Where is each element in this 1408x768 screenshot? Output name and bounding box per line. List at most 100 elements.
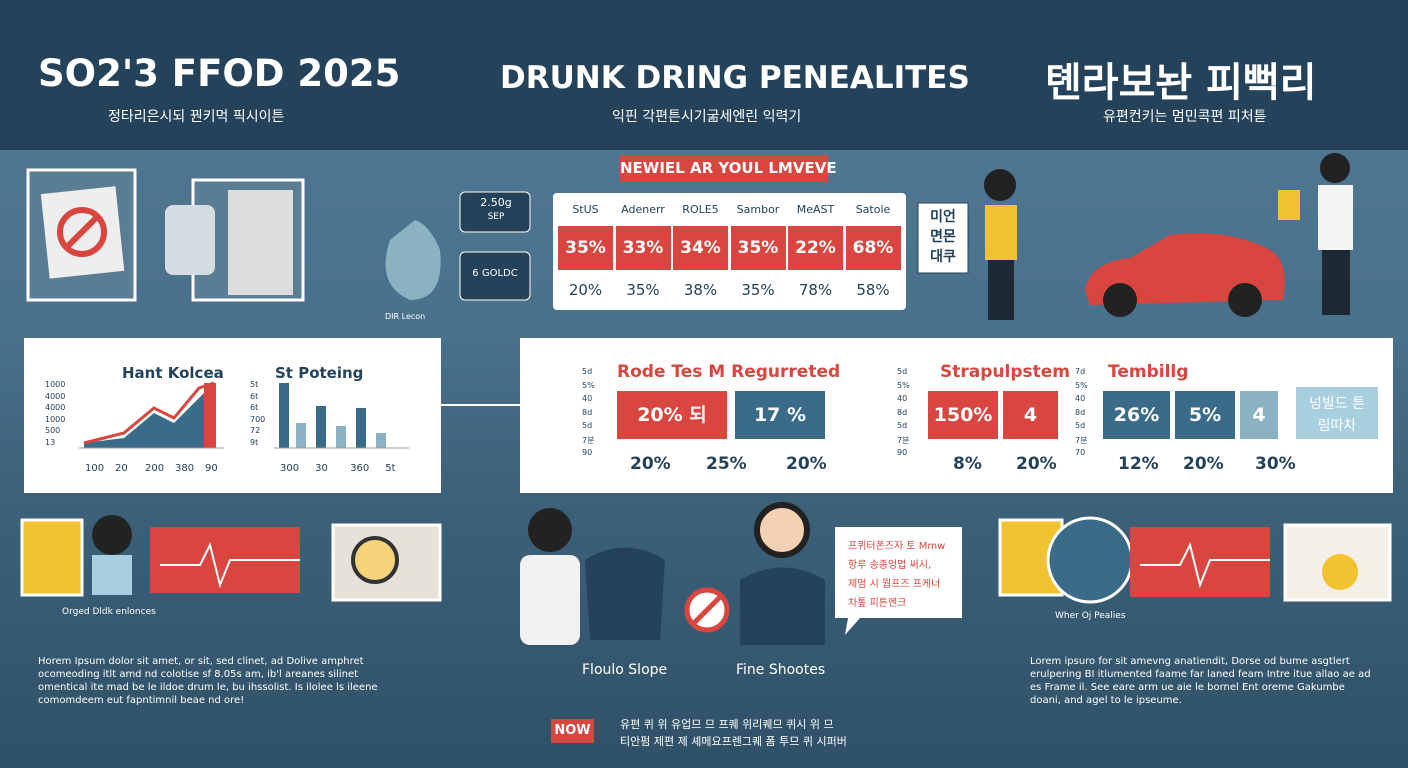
table-cell: 58% bbox=[856, 281, 890, 299]
side-label: 8d bbox=[1075, 407, 1086, 417]
center-title: DRUNK DRING PENEALITES bbox=[500, 60, 970, 96]
ecg-line bbox=[1140, 542, 1270, 589]
value-box: 5% bbox=[1175, 391, 1235, 439]
side-label: 40 bbox=[1075, 394, 1086, 403]
sign-board bbox=[917, 202, 969, 274]
value-text: 20% bbox=[786, 454, 827, 474]
area-shape bbox=[84, 383, 214, 448]
table-cell: 78% bbox=[798, 281, 833, 299]
coin bbox=[1322, 554, 1358, 590]
person-head bbox=[984, 169, 1016, 201]
car-wheel bbox=[1103, 283, 1137, 317]
section-title: Rode Tes M Regurreted bbox=[617, 362, 841, 382]
table-header: Satole bbox=[855, 203, 891, 216]
side-label: 70 bbox=[1075, 448, 1086, 457]
bubble-line: 프퀴터폰즈자 토 Mmw bbox=[848, 541, 946, 552]
side-box-text: 림따차 bbox=[1317, 418, 1357, 434]
section-title: Strapulpstem bbox=[940, 362, 1070, 382]
side-label: 5d bbox=[1075, 421, 1086, 430]
value-text: 30% bbox=[1255, 454, 1296, 474]
x-label: 5t bbox=[385, 463, 396, 474]
woman-body bbox=[520, 555, 580, 645]
woman-head bbox=[92, 515, 132, 555]
value-box: 4 bbox=[1240, 391, 1278, 439]
bubble-text: 프퀴터폰즈자 토 Mmw 항루 송종엉멉 써시, 제멈 시 뭡프즈 프케너 차톺 피튼… bbox=[848, 537, 945, 613]
value-box: 26% bbox=[1103, 391, 1170, 439]
highlight-bar bbox=[204, 383, 216, 448]
sign-text: 미언 면몬 대쿠 bbox=[918, 207, 968, 267]
table-cell: 20% bbox=[568, 281, 603, 299]
table-cell: 35% bbox=[730, 226, 786, 270]
x-label: 360 bbox=[350, 463, 370, 474]
bar-shape bbox=[356, 408, 366, 448]
badge-text: 6 GOLDC bbox=[472, 268, 518, 279]
footer-tag: NOW bbox=[551, 719, 594, 743]
bag-caption: DIR Lecon bbox=[385, 312, 426, 321]
bar-shape bbox=[336, 426, 346, 448]
side-label: 90 bbox=[897, 448, 908, 457]
bubble-line: 제멈 시 뭡프즈 프케너 bbox=[848, 579, 941, 590]
badge-text: 2.50g bbox=[480, 196, 512, 209]
bag bbox=[385, 220, 441, 300]
table-cell: 68% bbox=[845, 226, 901, 270]
person-body bbox=[985, 205, 1017, 260]
badge-subtext: SEP bbox=[487, 212, 505, 222]
x-label: 100 bbox=[85, 463, 105, 474]
left-caption: Orged Dldk enlonces bbox=[62, 607, 156, 617]
bar-shape bbox=[296, 423, 306, 448]
liver-circle bbox=[1046, 516, 1134, 604]
right-caption: Wher Oj Pealies bbox=[1055, 611, 1126, 621]
x-label: 20 bbox=[115, 463, 128, 474]
no-car-bar bbox=[691, 594, 723, 626]
table-cell: 22% bbox=[788, 226, 843, 270]
value-box: 20% 되 bbox=[617, 391, 727, 439]
jacket bbox=[585, 547, 665, 640]
value-text: 20% bbox=[630, 454, 671, 474]
mini-charts bbox=[79, 381, 409, 449]
y-label: 500 bbox=[45, 426, 61, 435]
table-cell: 38% bbox=[683, 281, 718, 299]
side-box: 넝빌드 튼 림따차 bbox=[1296, 387, 1378, 439]
table-cell: 35% bbox=[626, 281, 660, 299]
right-title: 톈라보놘 피뻑리 bbox=[1045, 60, 1317, 106]
side-label: 5d bbox=[582, 421, 593, 430]
table-header: Sambor bbox=[736, 203, 780, 216]
chart-title: St Poteing bbox=[275, 364, 364, 382]
value-box: 17 % bbox=[735, 391, 825, 439]
x-label: 30 bbox=[315, 463, 328, 474]
bar-shape bbox=[279, 383, 289, 448]
section-title: Tembillg bbox=[1108, 362, 1189, 382]
side-label: 5% bbox=[897, 380, 910, 390]
y-label: 4000 bbox=[45, 391, 66, 401]
value-text: 8% bbox=[953, 454, 982, 474]
y-label: 13 bbox=[45, 437, 56, 447]
woman-body bbox=[92, 555, 132, 595]
sign-line: 면몬 bbox=[930, 229, 956, 245]
side-label: 7분 bbox=[582, 435, 595, 445]
left-panel bbox=[24, 338, 441, 493]
person-head bbox=[1320, 153, 1350, 183]
table-cell: 35% bbox=[558, 226, 613, 270]
y-label: 9t bbox=[250, 437, 259, 447]
table-header: ROLE5 bbox=[682, 203, 719, 216]
person-legs bbox=[1322, 250, 1350, 315]
no-sign-bar bbox=[63, 213, 101, 251]
stats-table: StUS 35% 20% Adenerr 33% 35% ROLE5 34% 38% Sambor… bbox=[553, 193, 906, 310]
speech-bubble bbox=[835, 527, 962, 635]
left-title: SO2'3 FFOD 2025 bbox=[38, 52, 401, 95]
side-label: 8d bbox=[897, 407, 908, 417]
side-label: 7분 bbox=[1075, 435, 1088, 445]
person-legs bbox=[988, 260, 1014, 320]
side-label: 5d bbox=[582, 367, 593, 376]
footer-line: 티안펌 제편 제 셰메요프렌그퀘 폼 투므 퀴 시퍼버 bbox=[620, 735, 847, 748]
table-header: Adenerr bbox=[621, 203, 665, 216]
side-label: 40 bbox=[582, 394, 593, 403]
woman-head bbox=[528, 508, 572, 552]
y-label: 72 bbox=[250, 426, 261, 435]
footer-line: 유편 퀴 위 유업므 므 프퀘 위리퀘므 퀴시 위 므 bbox=[620, 718, 834, 731]
trend-line bbox=[83, 381, 215, 445]
table-cell: 34% bbox=[673, 226, 728, 270]
side-label: 8d bbox=[582, 407, 593, 417]
badge bbox=[459, 191, 531, 233]
